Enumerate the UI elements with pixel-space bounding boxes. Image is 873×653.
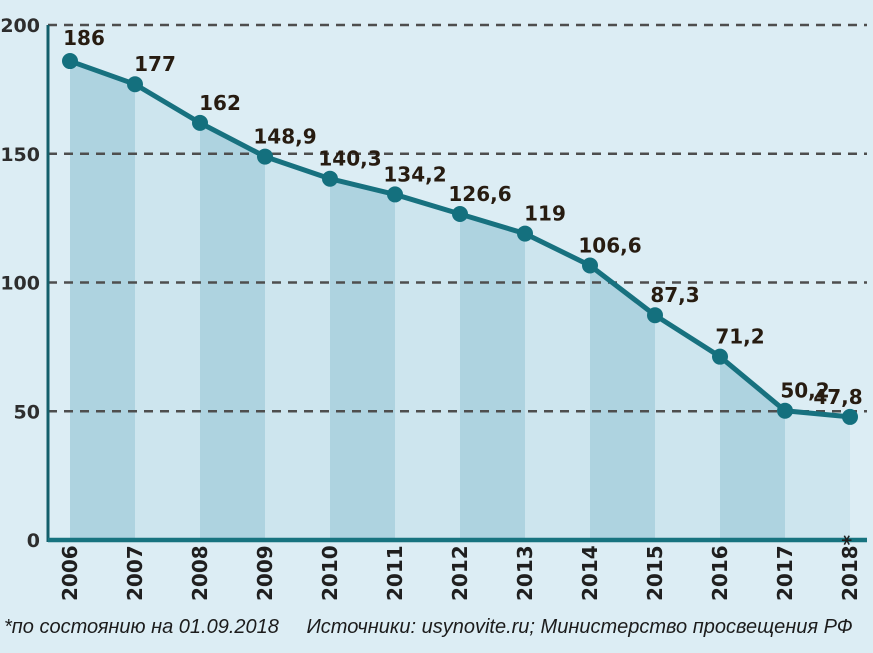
data-point	[257, 148, 273, 165]
point-value-label: 186	[63, 26, 105, 50]
data-point	[387, 186, 403, 203]
x-axis-tick-label: 2015	[643, 545, 667, 601]
data-point	[192, 114, 208, 131]
point-value-label: 47,8	[813, 385, 862, 409]
area-band	[70, 61, 135, 541]
point-value-label: 106,6	[578, 234, 641, 258]
data-point	[127, 76, 143, 93]
area-band	[265, 156, 330, 540]
x-axis-tick-label: 2009	[253, 545, 277, 601]
y-axis-tick-label: 0	[27, 530, 40, 552]
x-axis-tick-label: 2016	[708, 545, 732, 601]
point-value-label: 162	[199, 91, 241, 115]
area-band	[785, 410, 850, 540]
data-point	[712, 348, 728, 365]
x-axis-tick-label: 2008	[188, 545, 212, 601]
x-axis-tick-label: 2011	[383, 545, 407, 601]
y-axis-tick-label: 50	[14, 401, 40, 423]
line-chart: 0 50 100 150 200 186 177 162 148,9140,3134,2126,…	[0, 15, 867, 601]
footnote-asof-text: *по состоянию на 01.09.2018	[4, 616, 279, 638]
area-band	[460, 214, 525, 540]
area-band	[655, 315, 720, 540]
y-axis-tick-label: 150	[0, 144, 40, 166]
y-axis-tick-label: 200	[0, 15, 40, 37]
y-axis-tick-label: 100	[0, 273, 40, 295]
area-band	[590, 265, 655, 540]
area-band	[720, 356, 785, 540]
x-axis-tick-label: 2007	[123, 545, 147, 601]
area-band	[330, 178, 395, 541]
point-value-label: 87,3	[650, 283, 699, 307]
x-axis-tick-label: 2013	[513, 545, 537, 601]
point-value-label: 134,2	[383, 162, 446, 186]
data-point	[322, 170, 338, 187]
x-axis-tick-label: 2012	[448, 545, 472, 601]
point-value-label: 126,6	[448, 182, 511, 206]
x-axis-tick-label: 2018*	[838, 534, 862, 601]
x-axis-tick-label: 2006	[58, 545, 82, 601]
point-value-label: 50,2	[780, 379, 829, 403]
area-band	[135, 84, 200, 540]
area-band	[525, 233, 590, 540]
data-point	[452, 206, 468, 223]
point-value-label: 119	[524, 202, 566, 226]
footnote-sources-text: Источники: usynovite.ru; Министерство пр…	[306, 616, 853, 638]
data-point	[777, 402, 793, 419]
x-axis-tick-label: 2017	[773, 545, 797, 601]
x-axis-tick-label: 2014	[578, 545, 602, 601]
footnote: *по состоянию на 01.09.2018 Источники: u…	[4, 616, 869, 639]
x-axis-tick-label: 2010	[318, 545, 342, 601]
data-point	[517, 225, 533, 242]
area-band	[200, 122, 265, 540]
point-value-label: 177	[134, 52, 176, 76]
point-value-label: 140,3	[318, 147, 381, 171]
point-value-label: 71,2	[715, 325, 764, 349]
area-band	[395, 194, 460, 540]
data-point	[647, 307, 663, 324]
point-value-label: 148,9	[253, 125, 316, 149]
data-point	[62, 53, 78, 70]
data-point	[842, 408, 858, 425]
data-point	[582, 257, 598, 274]
